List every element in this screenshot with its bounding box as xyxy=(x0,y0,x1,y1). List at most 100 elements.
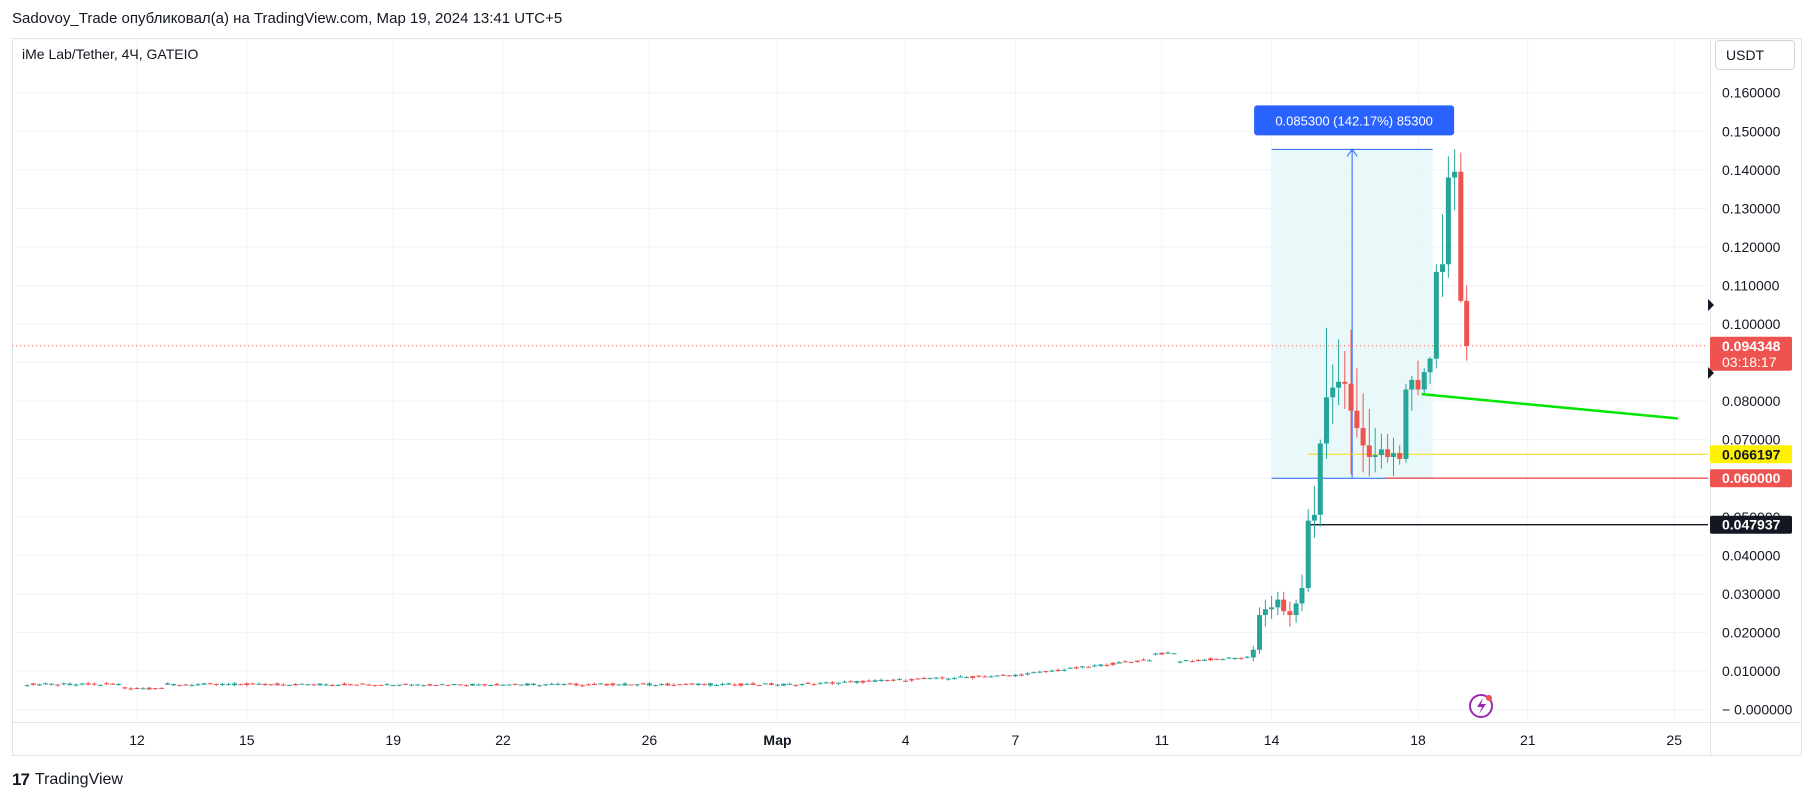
candle xyxy=(1134,660,1140,664)
candle-body xyxy=(659,684,665,686)
lightning-icon[interactable] xyxy=(1469,694,1493,718)
axis-arrow-marker-icon xyxy=(1708,299,1714,311)
candle-body xyxy=(146,687,152,690)
candle-body xyxy=(238,684,244,686)
candle-body xyxy=(134,687,140,689)
candle-body xyxy=(335,684,341,686)
candle-body xyxy=(878,679,884,681)
candle xyxy=(750,681,756,685)
candle xyxy=(457,684,463,686)
candle-body xyxy=(1238,657,1244,659)
candle-body xyxy=(1269,607,1275,610)
candle-body xyxy=(726,683,732,685)
candle-body xyxy=(1257,615,1263,650)
candle xyxy=(884,679,890,682)
candle xyxy=(897,677,902,681)
candle xyxy=(707,682,713,687)
candle xyxy=(1019,673,1024,677)
candle xyxy=(1171,653,1177,655)
y-tick-label: 0.140000 xyxy=(1722,162,1781,178)
candle-body xyxy=(1281,599,1287,612)
candle-body xyxy=(1324,397,1329,444)
candle xyxy=(1354,368,1360,438)
candle xyxy=(67,682,73,686)
candle xyxy=(616,684,622,686)
candle-body xyxy=(988,676,994,678)
candle-body xyxy=(232,683,238,686)
candle-body xyxy=(79,683,85,685)
candle xyxy=(1372,428,1378,473)
candle-body xyxy=(1409,379,1415,390)
candle xyxy=(958,675,963,678)
x-tick-label: 14 xyxy=(1264,732,1280,748)
candle xyxy=(805,681,811,684)
candle-body xyxy=(1159,652,1165,655)
y-tick-label: 0.030000 xyxy=(1722,586,1781,602)
candle-body xyxy=(994,675,1000,677)
candle xyxy=(714,684,719,687)
candle xyxy=(24,684,30,687)
candle-body xyxy=(494,683,500,686)
candle-body xyxy=(512,683,518,685)
candle-body xyxy=(299,683,305,685)
candle xyxy=(775,684,780,687)
candle-body xyxy=(1092,665,1098,667)
candle-body xyxy=(158,687,164,689)
candle-body xyxy=(884,679,890,681)
candle xyxy=(537,684,543,687)
candle xyxy=(1037,670,1043,673)
candle xyxy=(573,682,579,687)
candle xyxy=(695,683,701,686)
candle xyxy=(866,679,872,683)
candle-body xyxy=(1440,264,1446,272)
candle xyxy=(549,682,555,685)
candle xyxy=(811,683,817,686)
candle xyxy=(219,682,225,687)
candle-body xyxy=(781,683,787,686)
candle xyxy=(244,682,250,687)
candle-body xyxy=(1433,271,1439,359)
currency-button[interactable]: USDT xyxy=(1715,40,1795,70)
candle-body xyxy=(1104,664,1110,666)
candle xyxy=(421,684,427,687)
x-tick-label: 19 xyxy=(385,732,401,748)
candle-body xyxy=(1049,670,1055,672)
y-tick-label: 0.130000 xyxy=(1722,200,1781,216)
candle xyxy=(305,684,311,686)
candle xyxy=(610,682,616,687)
candle-body xyxy=(665,683,671,686)
candle-body xyxy=(1427,358,1433,373)
candle xyxy=(1031,671,1037,674)
candle-body xyxy=(24,685,30,687)
candle-body xyxy=(1134,660,1140,662)
candle xyxy=(366,684,372,686)
candle xyxy=(348,683,353,686)
candle-body xyxy=(1378,449,1384,456)
grid xyxy=(12,38,1708,722)
candle-body xyxy=(1336,381,1342,388)
candle xyxy=(1098,664,1104,667)
candle-body xyxy=(1043,671,1049,673)
candle xyxy=(1366,408,1372,477)
candle xyxy=(439,683,445,686)
candle-body xyxy=(91,683,97,685)
candle xyxy=(787,682,793,685)
candle xyxy=(177,684,183,687)
candle xyxy=(256,682,262,685)
tradingview-logo[interactable]: 17 TradingView xyxy=(12,770,123,790)
candle xyxy=(1269,595,1275,619)
candle-body xyxy=(1287,611,1293,616)
measure-arrow-head xyxy=(1346,148,1358,157)
candle-body xyxy=(689,683,695,685)
candle-body xyxy=(268,684,274,686)
y-tick-label: 0.160000 xyxy=(1722,85,1781,101)
candle-body xyxy=(1122,661,1128,663)
candle-body xyxy=(1061,669,1067,671)
candle-body xyxy=(549,683,555,685)
current-price-tag-countdown: 03:18:17 xyxy=(1722,354,1777,370)
candle-body xyxy=(1458,171,1464,301)
candle xyxy=(1165,651,1171,654)
candle-body xyxy=(476,684,482,686)
